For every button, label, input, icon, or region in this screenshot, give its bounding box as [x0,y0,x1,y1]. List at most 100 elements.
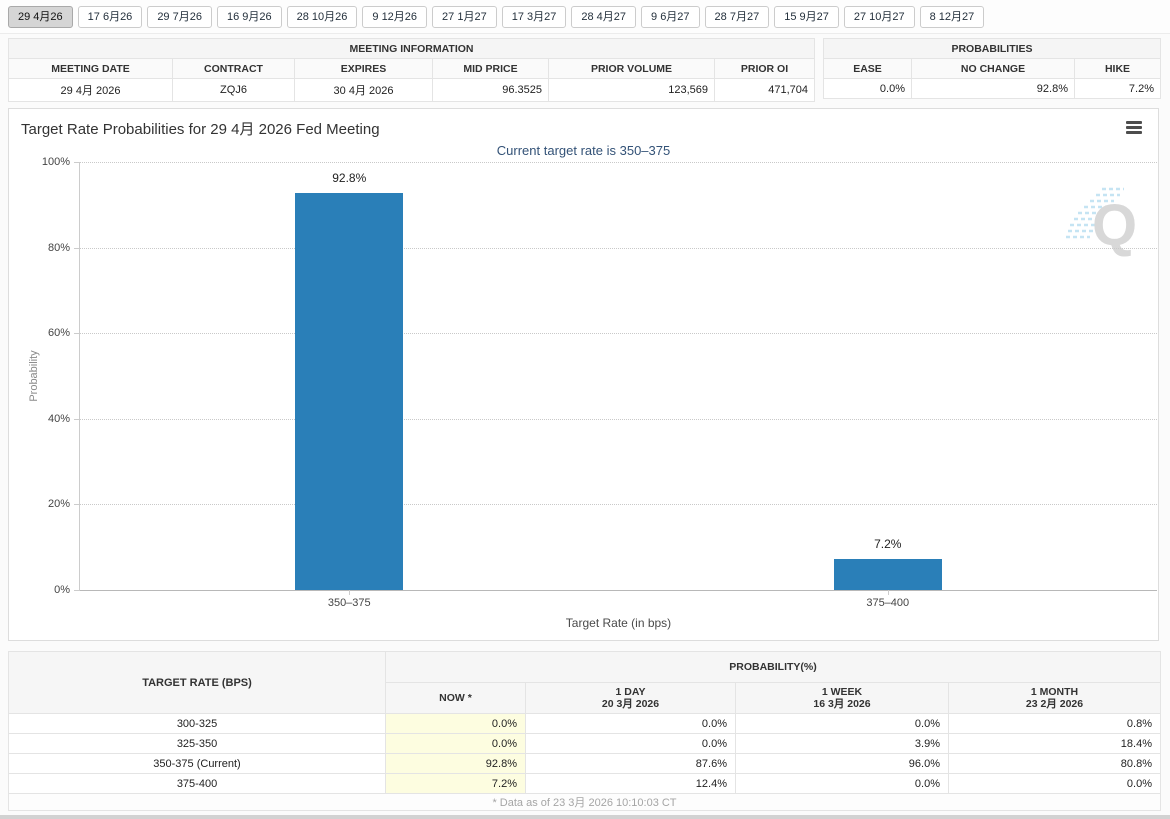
month-probability-cell: 0.0% [948,773,1161,794]
y-axis-tick-label: 20% [47,498,70,511]
meeting-tab[interactable]: 28 4月27 [571,6,637,28]
meeting-tab-active[interactable]: 29 4月26 [8,6,73,28]
now-probability-cell: 0.0% [385,713,526,734]
now-probability-cell: 7.2% [385,773,526,794]
meeting-tab[interactable]: 17 6月26 [77,6,143,28]
meeting-info-value: 29 4月 2026 [8,78,173,102]
probabilities-summary-table: PROBABILITIES EASE NO CHANGE HIKE 0.0% 92.8… [823,38,1161,99]
y-axis-tick-label: 80% [47,241,70,254]
target-rate-cell: 325-350 [8,733,386,754]
table-row: 300-325 0.0% 0.0% 0.0% 0.8% [8,713,1161,734]
chart-title: Target Rate Probabilities for 29 4月 2026… [21,121,380,138]
column-header: NO CHANGE [911,58,1075,79]
column-header: PRIOR OI [714,58,815,79]
column-header: CONTRACT [172,58,295,79]
y-axis-title: Probability [28,350,40,402]
column-header: 1 MONTH 23 2月 2026 [948,682,1161,714]
meeting-info-value: 123,569 [548,78,715,102]
meeting-info-value: 30 4月 2026 [294,78,433,102]
meeting-information-title: MEETING INFORMATION [8,38,815,59]
column-header: MEETING DATE [8,58,173,79]
y-axis-tick-label: 40% [47,412,70,425]
table-row: 375-400 7.2% 12.4% 0.0% 0.0% [8,773,1161,794]
y-axis-tick [74,418,80,420]
column-header: 1 DAY 20 3月 2026 [525,682,736,714]
y-axis-tick-label: 60% [47,327,70,340]
day-probability-cell: 0.0% [525,713,736,734]
meeting-tab[interactable]: 29 7月26 [147,6,212,28]
meeting-tab[interactable]: 9 12月26 [362,6,428,28]
bar-value-label: 92.8% [332,170,367,185]
hamburger-menu-icon[interactable] [1126,121,1142,136]
column-header: PRIOR VOLUME [548,58,715,79]
meeting-tab[interactable]: 9 6月27 [641,6,700,28]
column-header: NOW * [385,682,526,714]
probability-group-header: PROBABILITY(%) [385,651,1161,683]
meeting-information-table: MEETING INFORMATION MEETING DATE CONTRACT… [8,38,815,102]
gridline [80,504,1157,506]
week-probability-cell: 3.9% [735,733,949,754]
table-row: 325-350 0.0% 0.0% 3.9% 18.4% [8,733,1161,754]
y-axis-tick-label: 0% [54,584,70,596]
week-probability-cell: 96.0% [735,753,949,774]
x-axis-tick [887,590,889,595]
page-bottom-divider [0,815,1170,819]
gridline [80,247,1157,249]
probability-history-table: TARGET RATE (BPS) PROBABILITY(%) NOW * 1 … [8,651,1161,811]
meeting-tab[interactable]: 27 10月27 [843,6,915,28]
x-axis-title: Target Rate (in bps) [565,616,672,630]
target-rate-cell: 350-375 (Current) [8,753,386,774]
bar-value-label: 7.2% [874,537,902,552]
day-probability-cell: 87.6% [525,753,736,774]
table-row: 350-375 (Current) 92.8% 87.6% 96.0% 80.8% [8,753,1161,774]
meeting-tab[interactable]: 27 1月27 [432,6,497,28]
meeting-info-value: 471,704 [714,78,815,102]
meeting-tab[interactable]: 8 12月27 [919,6,985,28]
target-rate-cell: 300-325 [8,713,386,734]
column-header: MID PRICE [432,58,549,79]
meeting-tab[interactable]: 16 9月26 [216,6,282,28]
gridline [80,162,1157,163]
probability-bar [295,192,404,590]
day-probability-cell: 12.4% [525,773,736,794]
now-probability-cell: 92.8% [385,753,526,774]
month-probability-cell: 18.4% [948,733,1161,754]
column-header: EASE [823,58,912,79]
y-axis-tick [74,590,80,591]
probability-value: 92.8% [911,78,1075,99]
column-header: EXPIRES [294,58,433,79]
meeting-tab[interactable]: 17 3月27 [501,6,567,28]
probability-value: 7.2% [1074,78,1161,99]
probabilities-title: PROBABILITIES [823,38,1161,59]
meeting-tab[interactable]: 15 9月27 [774,6,839,28]
y-axis-tick [74,247,80,249]
bar-chart-plot-area: Probability Target Rate (in bps) 0% 20% 40… [28,156,1157,630]
y-axis-tick-label: 100% [41,156,70,168]
rate-column-header: TARGET RATE (BPS) [8,651,386,714]
x-axis-tick [349,590,351,595]
gridline [80,418,1157,420]
y-axis-tick [74,162,80,163]
y-axis-tick [74,504,80,506]
probability-value: 0.0% [823,78,912,99]
fedwatch-chart-panel: Target Rate Probabilities for 29 4月 2026… [8,108,1159,641]
day-probability-cell: 0.0% [525,733,736,754]
meeting-info-value: 96.3525 [432,78,549,102]
now-probability-cell: 0.0% [385,733,526,754]
gridline [80,333,1157,335]
y-axis-tick [74,333,80,335]
top-info-row: MEETING INFORMATION MEETING DATE CONTRACT… [8,38,1162,102]
week-probability-cell: 0.0% [735,773,949,794]
x-axis-tick-label: 350–375 [327,597,371,609]
meeting-tab[interactable]: 28 7月27 [704,6,770,28]
probability-bar [833,559,942,590]
meeting-tab[interactable]: 28 10月26 [286,6,358,28]
week-probability-cell: 0.0% [735,713,949,734]
chart-subtitle: Current target rate is 350–375 [496,143,671,158]
column-header: 1 WEEK 16 3月 2026 [735,682,949,714]
meeting-date-tabbar: 29 4月26 17 6月26 29 7月26 16 9月26 28 10月26 9 12… [0,0,1170,34]
column-header: HIKE [1074,58,1161,79]
data-as-of-footnote: * Data as of 23 3月 2026 10:10:03 CT [8,793,1161,811]
x-axis-tick-label: 375–400 [866,597,910,609]
target-rate-cell: 375-400 [8,773,386,794]
